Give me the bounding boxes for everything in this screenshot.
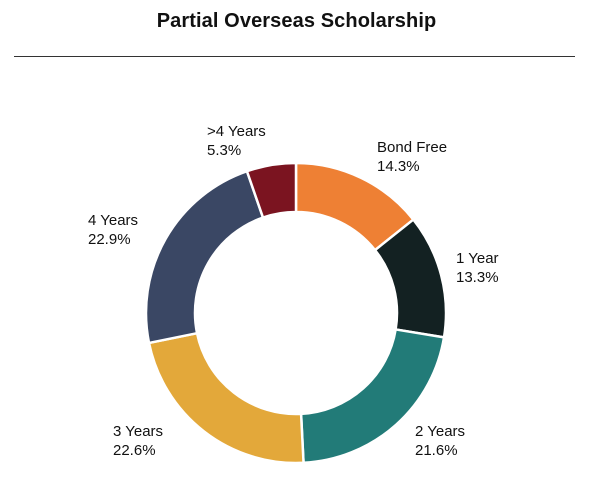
slice-label: 2 Years <box>415 423 465 440</box>
slice-label: 3 Years <box>113 423 163 440</box>
slice-label: 4 Years <box>88 212 138 229</box>
slice-value-label: 14.3% <box>377 158 420 175</box>
title-divider <box>14 56 575 57</box>
labels-layer: Bond Free 14.3% 1 Year 13.3% 2 Years 21.6% 3 Y… <box>88 123 499 459</box>
slice-value-label: 13.3% <box>456 269 499 286</box>
slice-label: >4 Years <box>207 123 266 140</box>
chart-title: Partial Overseas Scholarship <box>156 10 437 32</box>
slice-4-years <box>144 169 265 345</box>
slice-label: Bond Free <box>377 139 447 156</box>
slice-3-years <box>147 331 305 465</box>
slice-value-label: 5.3% <box>207 142 241 159</box>
slice-value-label: 22.9% <box>88 231 131 248</box>
slice-4-years <box>245 161 298 219</box>
slice-value-label: 22.6% <box>113 442 156 459</box>
slices-layer <box>144 161 448 465</box>
slice-label: 1 Year <box>456 250 499 267</box>
slice-value-label: 21.6% <box>415 442 458 459</box>
